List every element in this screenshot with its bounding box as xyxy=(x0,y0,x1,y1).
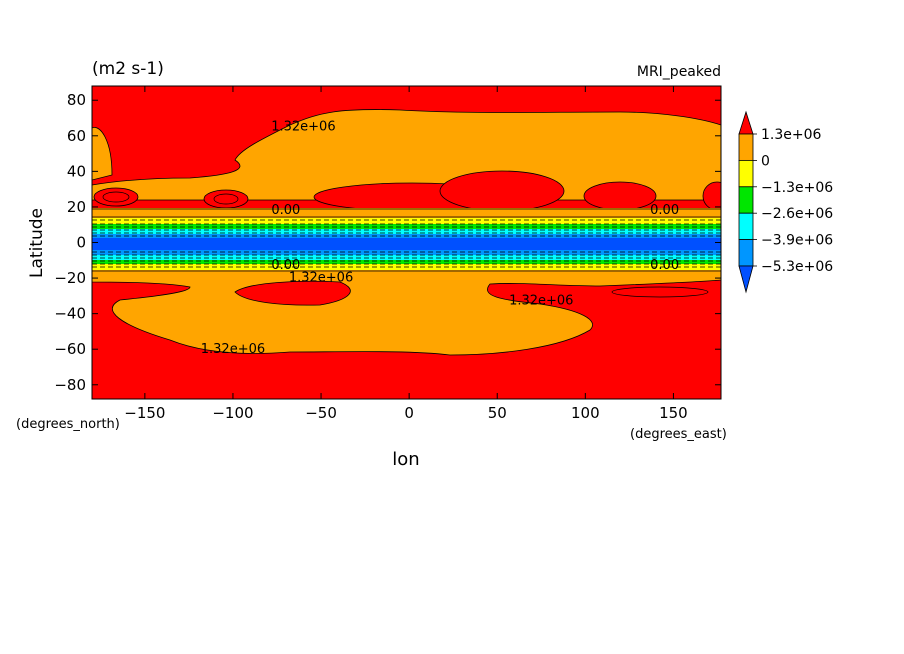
y-tick-label: 60 xyxy=(67,127,86,145)
band-lightblue-s xyxy=(92,250,721,255)
colorbar-label: −1.3e+06 xyxy=(761,180,833,196)
colorbar: 1.3e+06 0 −1.3e+06 −2.6e+06 −3.9e+06 −5.3e+06 xyxy=(738,110,833,294)
tropical-contours xyxy=(92,208,721,272)
x-tick-label: −50 xyxy=(305,404,337,422)
north-red-inner-1 xyxy=(102,191,130,203)
y-units-label: (degrees_north) xyxy=(16,417,120,432)
y-tick-label: −80 xyxy=(54,376,86,394)
contour-label: 0.00 xyxy=(271,258,300,273)
y-tick-label: 80 xyxy=(67,91,86,109)
y-tick-label: 20 xyxy=(67,198,86,216)
x-tick-label: 150 xyxy=(659,404,688,422)
colorbar-label: 1.3e+06 xyxy=(761,127,822,143)
north-orange-region xyxy=(92,127,113,200)
north-orange-band xyxy=(92,109,721,201)
x-tick-label: 50 xyxy=(488,404,507,422)
colorbar-extend-top xyxy=(738,110,754,135)
y-tick-label: 0 xyxy=(76,234,86,252)
y-tick-label: 40 xyxy=(67,162,86,180)
band-core xyxy=(92,238,721,250)
band-yellow-n xyxy=(92,218,721,224)
x-tick-label: 0 xyxy=(404,404,414,422)
band-cyan-n xyxy=(92,229,721,234)
colorbar-label: −3.9e+06 xyxy=(761,233,833,249)
y-axis-label: Latitude xyxy=(27,208,47,278)
north-red-inner-2 xyxy=(213,193,239,205)
colorbar-label: −5.3e+06 xyxy=(761,259,833,275)
band-green-s xyxy=(92,260,721,264)
colorbar-box xyxy=(738,239,754,267)
contour-label: 0.00 xyxy=(650,258,679,273)
contour-label: 0.00 xyxy=(271,203,300,218)
contour-labels: 1.32e+060.00 0.000.00 0.001.32e+061.32e+06… xyxy=(201,119,679,356)
y-axis: 80 60 40 20 0 −20 −40 −60 −80 xyxy=(54,91,721,394)
x-units-label: (degrees_east) xyxy=(630,427,727,442)
y-tick-label: −60 xyxy=(54,340,86,358)
contour-label: 1.32e+06 xyxy=(289,271,353,286)
x-tick-label: −100 xyxy=(212,404,253,422)
colorbar-label: −2.6e+06 xyxy=(761,206,833,222)
x-tick-label: 100 xyxy=(571,404,600,422)
north-red-blob-5 xyxy=(93,187,139,207)
x-tick-label: −150 xyxy=(124,404,165,422)
band-orange-n xyxy=(92,208,721,218)
south-inner-contour xyxy=(611,286,709,298)
north-red-blob-6 xyxy=(203,189,249,209)
north-red-blob-2 xyxy=(439,170,565,212)
contour-label: 0.00 xyxy=(650,203,679,218)
colorbar-extend-bottom xyxy=(738,265,754,294)
colorbar-label: 0 xyxy=(761,153,770,169)
dataset-label: MRI_peaked xyxy=(637,64,721,80)
contour-field: 1.32e+060.00 0.000.00 0.001.32e+061.32e+06… xyxy=(92,86,721,399)
x-axis: −150 −100 −50 0 50 100 150 xyxy=(124,86,688,422)
band-green-n xyxy=(92,224,721,229)
north-red-blob-4 xyxy=(702,181,721,211)
colorbar-box xyxy=(738,186,754,214)
north-red-blob-3 xyxy=(583,181,657,211)
contour-label: 1.32e+06 xyxy=(509,294,573,309)
contour-label: 1.32e+06 xyxy=(201,342,265,357)
south-red-blob xyxy=(234,280,351,306)
band-orange-s xyxy=(92,270,721,273)
colorbar-box xyxy=(738,133,754,161)
y-tick-label: −20 xyxy=(54,269,86,287)
colorbar-box xyxy=(738,212,754,240)
units-label: (m2 s-1) xyxy=(92,59,164,79)
band-cyan-s xyxy=(92,255,721,260)
colorbar-box xyxy=(738,159,754,188)
contour-label: 1.32e+06 xyxy=(271,119,335,134)
y-tick-label: −40 xyxy=(54,305,86,323)
x-axis-label: lon xyxy=(392,449,419,470)
